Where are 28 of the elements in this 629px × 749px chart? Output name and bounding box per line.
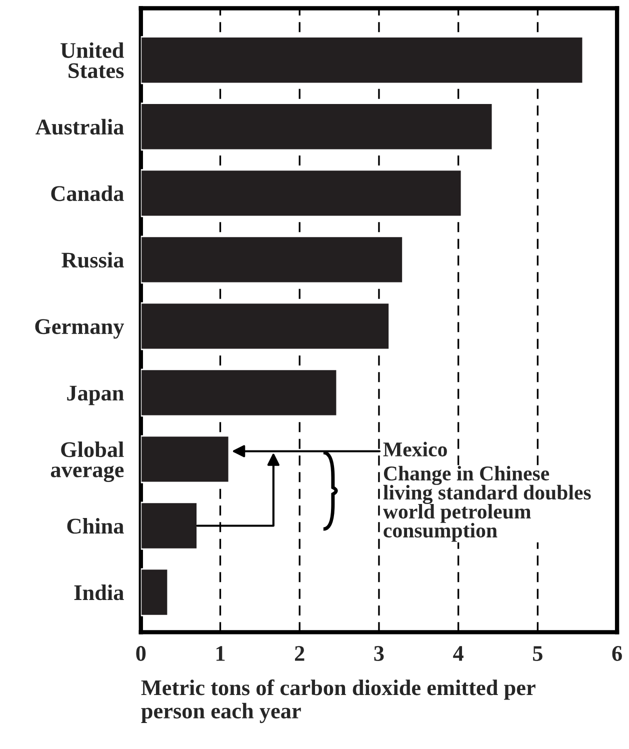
y-tick-label: Germany (35, 319, 124, 339)
x-axis-title: Metric tons of carbon dioxide emitted per person each year (141, 679, 536, 724)
y-tick-label: India (74, 584, 124, 600)
x-tick-label: 5 (533, 646, 542, 661)
x-tick-label: 0 (136, 646, 146, 661)
y-tick-label: Japan (67, 386, 124, 406)
bar (140, 102, 494, 151)
bar (140, 435, 230, 484)
bar (140, 502, 198, 550)
y-tick-label: China (67, 518, 124, 534)
x-tick-label: 4 (453, 646, 464, 661)
y-tick-label: Canada (51, 185, 124, 202)
bar (140, 568, 169, 616)
bar (140, 169, 462, 218)
y-tick-label: United States (60, 42, 124, 78)
y-tick-label: Australia (36, 118, 124, 135)
x-tick-label: 3 (374, 646, 384, 661)
x-tick-label: 2 (294, 646, 304, 661)
bar (140, 236, 404, 284)
annotation: Change in Chinese living standard doubles world petroleum consumption (383, 466, 591, 542)
x-tick-label: 6 (612, 646, 622, 661)
y-tick-label: Russia (62, 252, 124, 268)
annotation: Mexico (383, 442, 447, 456)
bar (140, 368, 338, 417)
bar (140, 302, 390, 350)
x-tick-label: 1 (216, 646, 225, 661)
bar (140, 36, 584, 84)
y-tick-label: Global average (50, 442, 124, 482)
